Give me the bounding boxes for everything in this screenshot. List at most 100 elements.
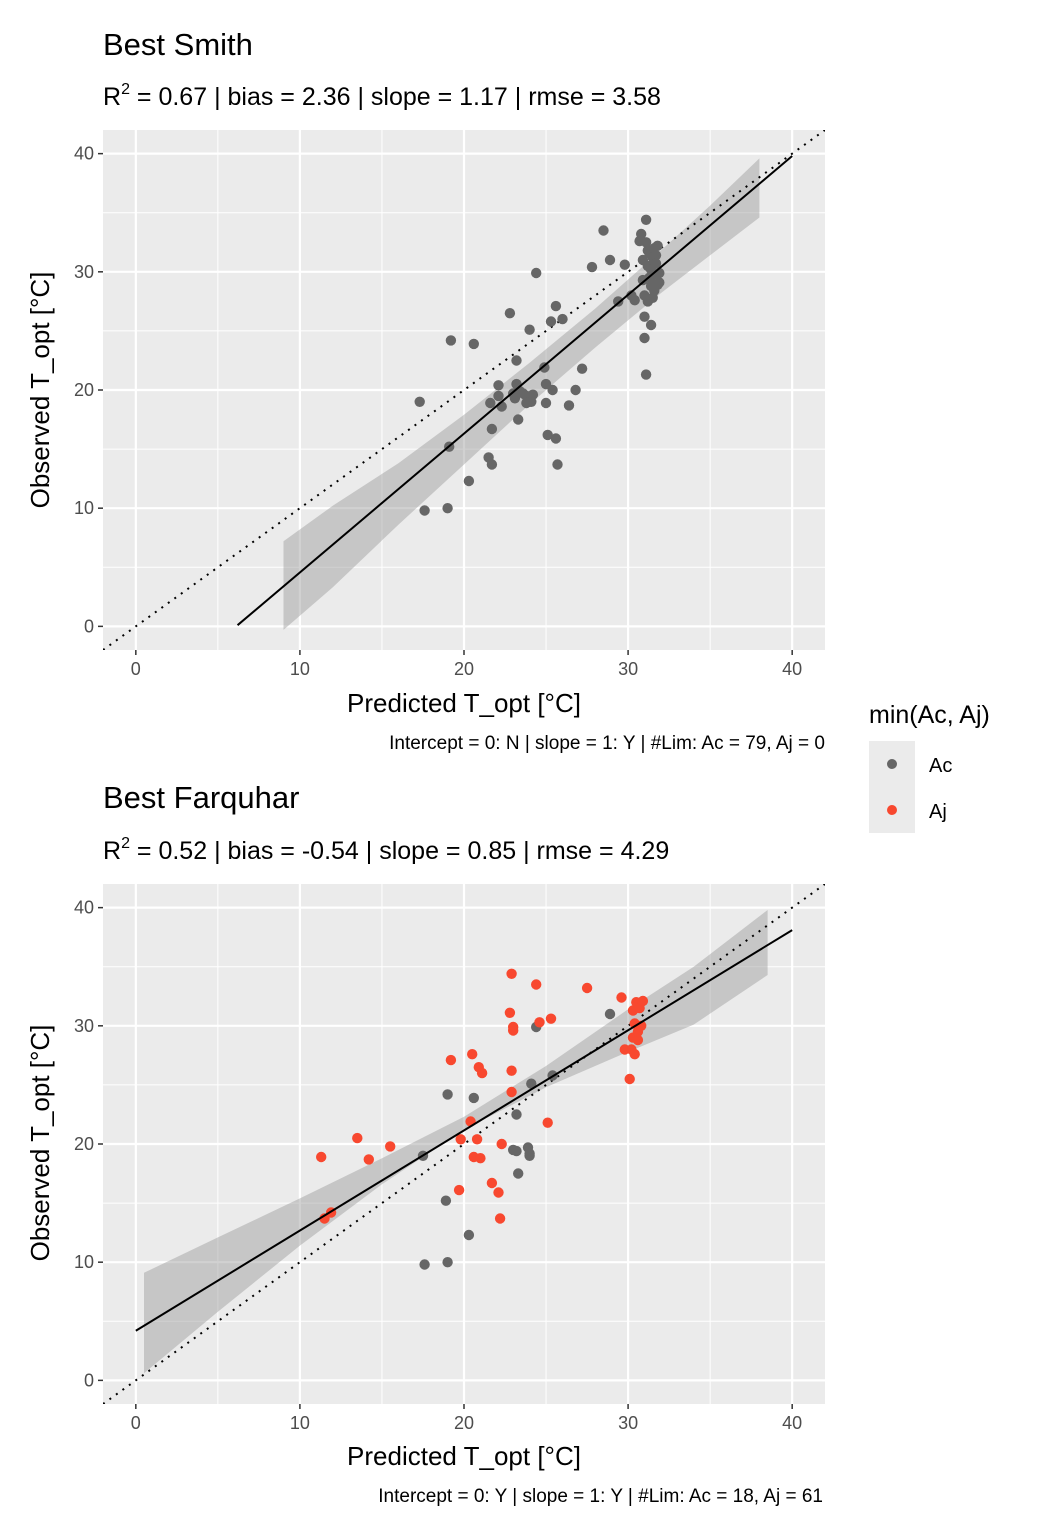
panel2-plot-area: 0 10 20 30 40 0 10 20 30 40 xyxy=(74,884,825,1433)
panel2-point-ac xyxy=(513,1168,524,1179)
panel2-point-ac xyxy=(468,1092,479,1104)
panel2-point-ac xyxy=(511,1109,522,1120)
panel1-point-ac xyxy=(652,240,663,251)
panel1-point-ac xyxy=(485,397,496,409)
panel2-point-ac xyxy=(419,1259,430,1270)
panel2-subtitle: R2 = 0.52 | bias = -0.54 | slope = 0.85 … xyxy=(103,835,669,865)
panel2-point-aj xyxy=(531,979,542,990)
panel1-x-tick-label: 10 xyxy=(290,659,310,679)
panel1-y-tick-label: 30 xyxy=(74,262,94,282)
panel2-point-ac xyxy=(604,1008,616,1020)
panel1-point-ac xyxy=(639,332,650,344)
panel1-point-ac xyxy=(511,355,522,366)
panel2-point-ac xyxy=(524,1150,535,1162)
panel1-point-ac xyxy=(563,400,575,411)
panel2-point-aj xyxy=(545,1013,557,1024)
panel1-point-ac xyxy=(613,296,624,307)
panel1-point-ac xyxy=(504,308,516,319)
panel2-caption: Intercept = 0: Y | slope = 1: Y | #Lim: … xyxy=(378,1486,823,1507)
panel1-stats: = 0.67 | bias = 2.36 | slope = 1.17 | rm… xyxy=(130,83,661,111)
panel1-point-ac xyxy=(629,295,640,306)
panel1-point-ac xyxy=(493,380,504,391)
panel2-y-tick-label: 20 xyxy=(74,1134,94,1154)
panel1-caption: Intercept = 0: N | slope = 1: Y | #Lim: … xyxy=(389,733,825,754)
panel2-point-aj xyxy=(506,968,517,979)
legend-key-ac xyxy=(887,759,897,769)
panel2-x-tick-label: 10 xyxy=(290,1413,310,1433)
panel1-point-ac xyxy=(493,390,504,402)
panel2-x-axis-title: Predicted T_opt [°C] xyxy=(347,1441,581,1471)
panel2-point-aj xyxy=(637,995,649,1007)
panel1-point-ac xyxy=(414,396,425,407)
panel1-point-ac xyxy=(445,335,457,346)
panel1-point-ac xyxy=(547,384,558,396)
panel2-point-aj xyxy=(352,1132,363,1144)
panel2-point-aj xyxy=(316,1151,327,1163)
panel-smith: Best Smith R2 = 0.67 | bias = 2.36 | slo… xyxy=(25,27,825,754)
panel1-point-ac xyxy=(650,250,662,261)
panel1-point-ac xyxy=(486,423,498,435)
panel2-title: Best Farquhar xyxy=(103,780,299,815)
legend-key-aj xyxy=(887,805,897,815)
panel1-x-tick-label: 0 xyxy=(131,659,141,679)
panel-farquhar: Best Farquhar R2 = 0.52 | bias = -0.54 |… xyxy=(25,780,825,1507)
panel1-subtitle: R2 = 0.67 | bias = 2.36 | slope = 1.17 |… xyxy=(103,81,661,111)
panel2-point-aj xyxy=(385,1141,396,1152)
panel1-x-tick-label: 20 xyxy=(454,659,474,679)
panel2-point-aj xyxy=(506,1065,517,1076)
panel2-point-aj xyxy=(632,1034,644,1046)
panel2-r2-superscript: 2 xyxy=(121,835,130,852)
panel2-y-tick-label: 30 xyxy=(74,1016,94,1036)
panel2-point-aj xyxy=(506,1086,517,1098)
panel2-point-aj xyxy=(624,1073,635,1085)
panel1-y-tick-label: 10 xyxy=(74,498,94,518)
panel2-point-aj xyxy=(493,1187,504,1198)
panel1-point-ac xyxy=(524,324,535,335)
panel2-confidence-band xyxy=(144,910,768,1374)
panel2-point-aj xyxy=(542,1117,553,1128)
panel2-point-aj xyxy=(581,982,593,994)
panel2-stats: = 0.52 | bias = -0.54 | slope = 0.85 | r… xyxy=(130,837,669,865)
panel1-point-ac xyxy=(654,277,665,288)
panel2-point-aj xyxy=(319,1213,330,1224)
panel1-r2-label: R xyxy=(103,83,121,111)
panel2-x-tick-label: 30 xyxy=(618,1413,638,1433)
panel2-point-aj xyxy=(534,1017,545,1028)
panel1-plot-area: 0 10 20 30 40 0 10 20 30 40 xyxy=(74,130,825,679)
panel1-x-tick-label: 40 xyxy=(782,659,802,679)
panel2-r2-label: R xyxy=(103,837,121,865)
panel1-point-ac xyxy=(650,258,662,269)
panel2-x-tick-label: 0 xyxy=(131,1413,141,1433)
panel1-point-ac xyxy=(557,313,568,325)
panel1-point-ac xyxy=(513,414,524,425)
panel1-y-axis-title: Observed T_opt [°C] xyxy=(25,272,55,509)
panel1-point-ac xyxy=(604,254,616,266)
panel1-x-axis-title: Predicted T_opt [°C] xyxy=(347,688,581,718)
panel2-point-aj xyxy=(455,1134,466,1145)
panel1-point-ac xyxy=(550,433,562,444)
panel1-point-ac xyxy=(552,459,563,470)
panel1-point-ac xyxy=(539,362,550,373)
panel2-point-aj xyxy=(504,1007,516,1018)
panel2-regression-line xyxy=(135,929,793,1332)
panel2-point-ac xyxy=(442,1089,453,1100)
panel1-y-tick-label: 0 xyxy=(84,616,94,636)
panel1-point-ac xyxy=(639,311,650,322)
panel2-point-aj xyxy=(494,1213,506,1224)
panel1-point-ac xyxy=(531,267,542,279)
panel2-point-aj xyxy=(629,1049,640,1060)
panel2-y-tick-label: 10 xyxy=(74,1252,94,1272)
panel2-point-aj xyxy=(453,1184,465,1196)
legend: min(Ac, Aj) Ac Aj xyxy=(869,701,990,833)
panel2-point-aj xyxy=(445,1054,457,1066)
panel1-point-ac xyxy=(486,459,498,470)
panel1-point-ac xyxy=(442,503,453,514)
legend-title: min(Ac, Aj) xyxy=(869,701,990,729)
panel1-point-ac xyxy=(640,369,652,380)
panel1-point-ac xyxy=(570,384,581,396)
panel2-point-ac xyxy=(526,1078,537,1089)
panel1-regression-line xyxy=(236,155,793,626)
panel1-point-ac xyxy=(545,316,557,327)
legend-label-aj: Aj xyxy=(929,801,947,823)
